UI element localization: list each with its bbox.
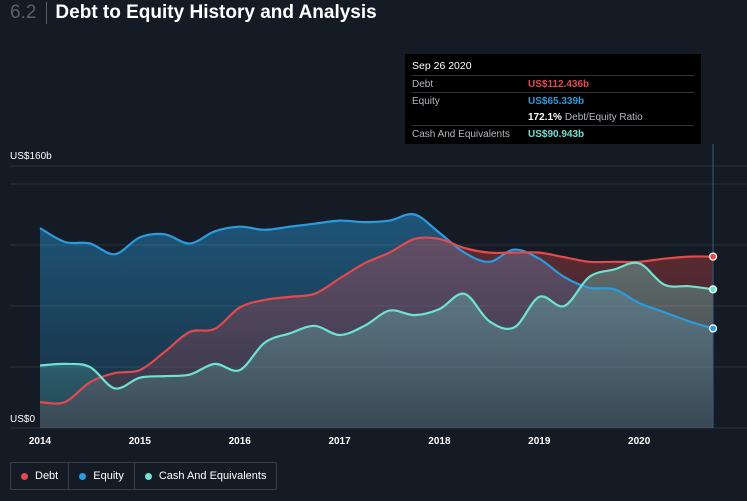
legend-label-cash: Cash And Equivalents xyxy=(158,470,267,482)
x-tick-2020: 2020 xyxy=(628,436,651,447)
tooltip-cash-row: Cash And Equivalents US$90.943b xyxy=(412,125,694,142)
point-layer xyxy=(708,252,718,333)
tooltip-date: Sep 26 2020 xyxy=(412,60,472,72)
legend-item-cash[interactable]: Cash And Equivalents xyxy=(135,463,277,489)
tooltip-ratio-row: 172.1% Debt/Equity Ratio xyxy=(412,109,694,125)
tooltip-ratio-label: Debt/Equity Ratio xyxy=(564,111,643,123)
data-tooltip: Sep 26 2020 Debt US$112.436b Equity US$6… xyxy=(405,54,701,144)
equity-line xyxy=(39,213,714,330)
legend-label-debt: Debt xyxy=(35,470,59,482)
tooltip-debt-row: Debt US$112.436b xyxy=(412,75,694,92)
legend-item-debt[interactable]: Debt xyxy=(11,463,70,489)
tooltip-equity-label: Equity xyxy=(412,95,440,107)
tooltip-equity-value: US$65.339b xyxy=(528,95,585,107)
tooltip-equity-row: Equity US$65.339b xyxy=(412,92,694,109)
debt-line xyxy=(39,236,714,405)
x-tick-2017: 2017 xyxy=(328,436,351,447)
tooltip-debt-value: US$112.436b xyxy=(528,78,590,90)
debt-end-point[interactable] xyxy=(708,252,718,261)
cash-line xyxy=(39,261,714,390)
tooltip-debt-label: Debt xyxy=(412,78,434,90)
legend-dot-equity xyxy=(79,472,87,480)
area-layer xyxy=(40,214,713,428)
section-header: 6.2 Debt to Equity History and Analysis xyxy=(10,0,377,26)
y-axis-bottom-label: US$0 xyxy=(10,414,35,425)
chart-legend: Debt Equity Cash And Equivalents xyxy=(10,462,278,490)
legend-dot-cash xyxy=(144,472,152,480)
legend-dot-debt xyxy=(21,472,28,480)
x-tick-2018: 2018 xyxy=(428,436,451,447)
cash-end-point[interactable] xyxy=(708,285,718,294)
axis-layer: US$160b US$0 2014 2015 2016 2017 2018 2019 202… xyxy=(10,151,651,447)
x-tick-2019: 2019 xyxy=(528,436,551,447)
header-divider xyxy=(46,2,48,24)
y-axis-top-label: US$160b xyxy=(10,151,52,162)
line-layer xyxy=(39,213,714,405)
x-tick-2014: 2014 xyxy=(29,436,52,447)
tooltip-cash-label: Cash And Equivalents xyxy=(412,128,510,140)
cash-area xyxy=(40,262,713,428)
legend-item-equity[interactable]: Equity xyxy=(69,463,135,489)
equity-end-point[interactable] xyxy=(708,324,718,333)
x-tick-2015: 2015 xyxy=(129,436,152,447)
legend-label-equity: Equity xyxy=(93,470,124,482)
section-number: 6.2 xyxy=(10,2,37,23)
x-tick-2016: 2016 xyxy=(229,436,252,447)
page-title: Debt to Equity History and Analysis xyxy=(55,2,377,23)
tooltip-cash-value: US$90.943b xyxy=(528,128,585,140)
tooltip-ratio-value: 172.1% xyxy=(528,111,562,123)
